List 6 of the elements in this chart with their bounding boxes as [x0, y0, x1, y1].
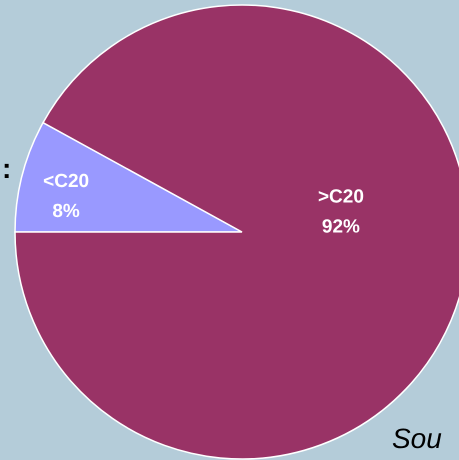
text: :: [2, 153, 12, 184]
data-label: 8%: [52, 200, 80, 222]
text: Sou: [392, 423, 442, 454]
slice-label: <C20: [43, 170, 90, 192]
data-label: 92%: [322, 216, 360, 238]
slice-label: >C20: [318, 186, 364, 208]
